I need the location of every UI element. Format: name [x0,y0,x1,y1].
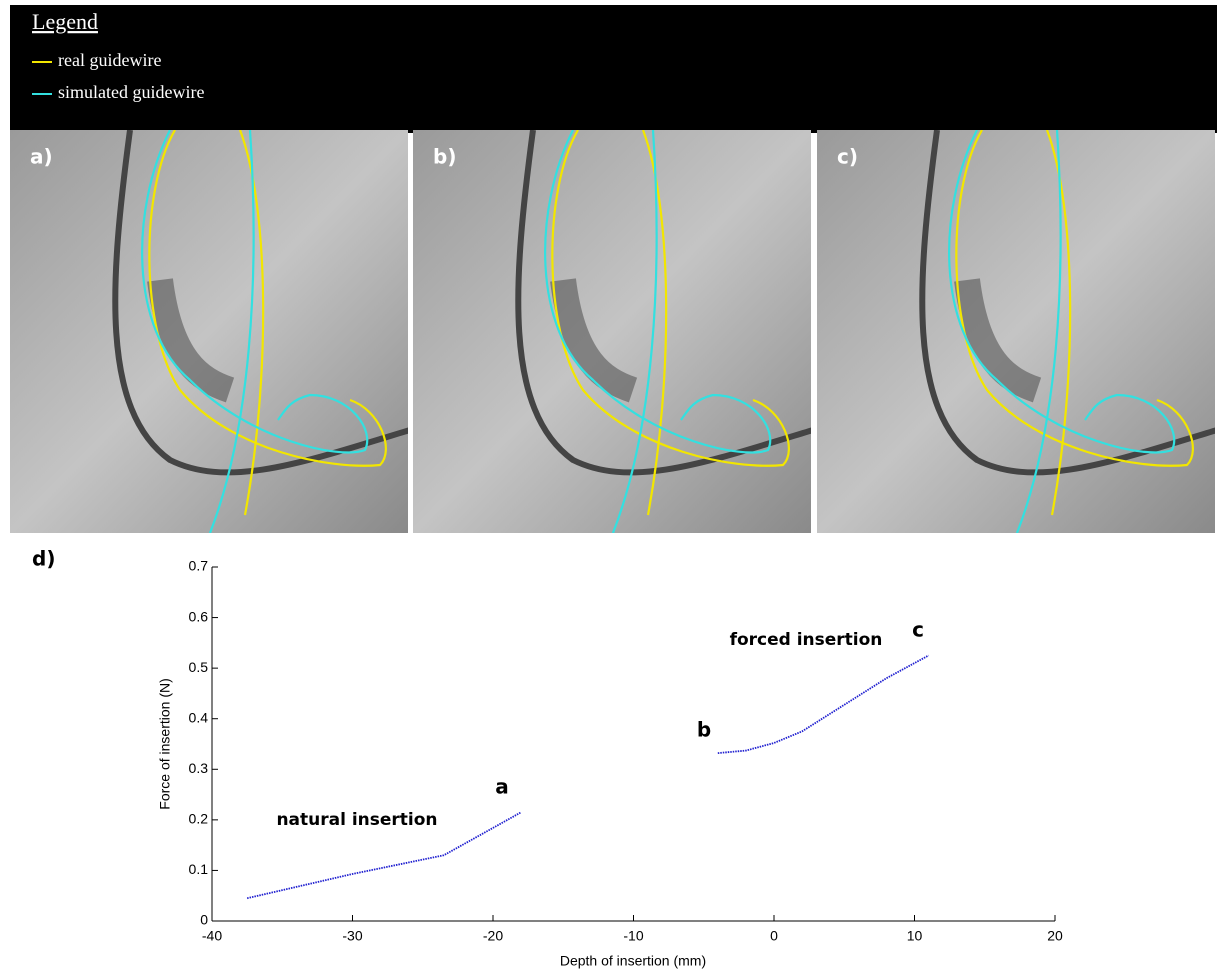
x-tick-label: -30 [342,928,362,944]
x-tick-label: 0 [770,928,778,944]
panel-label: b) [433,145,456,169]
x-tick-label: -10 [623,928,643,944]
series-annotation: natural insertion [276,810,437,830]
legend-label: real guidewire [58,50,161,70]
y-tick-label: 0.7 [189,558,209,574]
legend-label: simulated guidewire [58,82,204,102]
point-annotation: a [495,775,509,799]
y-tick-label: 0.5 [189,659,209,675]
panel-label: a) [30,145,53,169]
header-bg [10,5,1217,133]
x-axis-label: Depth of insertion (mm) [560,953,706,969]
panel-label: c) [837,145,858,169]
y-tick-label: 0.1 [189,861,209,877]
figure: Legend d) Depth of insertion (mm) Force … [0,0,1217,974]
data-line [718,656,929,754]
x-tick-label: -40 [202,928,222,944]
y-axis-label: Force of insertion (N) [157,678,173,809]
x-tick-label: 10 [907,928,923,944]
image-panel [817,130,1217,533]
legend-title: Legend [32,9,98,34]
chart-label: d) [32,547,55,571]
image-panel [10,130,410,533]
y-tick-label: 0.3 [189,760,209,776]
y-tick-label: 0.4 [189,709,209,725]
y-tick-label: 0 [200,912,208,928]
point-annotation: c [912,618,924,642]
series-annotation: forced insertion [730,630,883,650]
image-panel [413,130,813,533]
x-tick-label: 20 [1047,928,1063,944]
point-annotation: b [697,718,711,742]
y-tick-label: 0.2 [189,811,209,827]
x-tick-label: -20 [483,928,503,944]
y-tick-label: 0.6 [189,608,209,624]
